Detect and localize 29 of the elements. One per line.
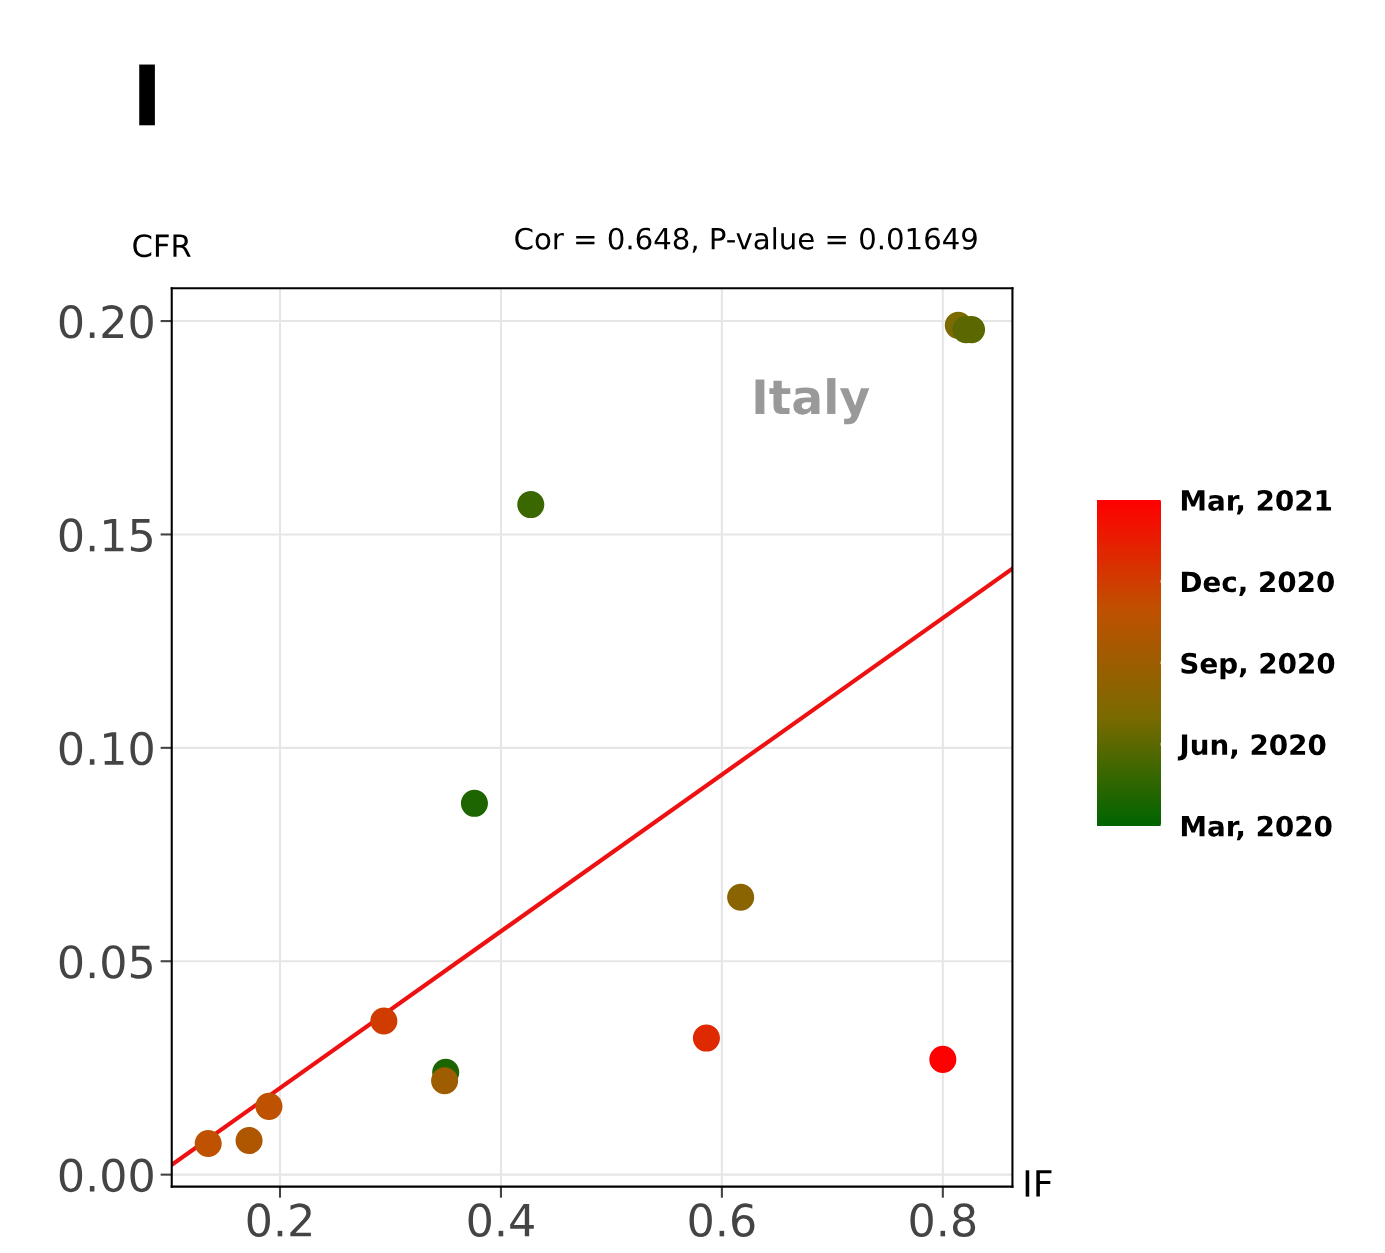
x-tick-label: 0.6	[689, 1203, 755, 1237]
point	[370, 1007, 398, 1035]
point	[460, 789, 488, 817]
point	[235, 1126, 263, 1155]
color-bar-label: Dec, 2020	[1181, 571, 1334, 596]
x-tick-label: 0.2	[247, 1203, 311, 1237]
point	[929, 1045, 957, 1073]
point	[692, 1024, 720, 1052]
text: I	[139, 64, 155, 126]
y-tick-label: 0.05	[59, 945, 152, 979]
color-bar-label: Jun, 2020	[1177, 734, 1326, 761]
y-tick-label: 0.20	[59, 304, 153, 339]
point	[517, 491, 545, 519]
y-tick-label: 0.00	[59, 1158, 153, 1193]
point	[255, 1092, 283, 1120]
point	[431, 1067, 459, 1095]
x-tick-label: 0.8	[910, 1203, 976, 1237]
y-tick-label: 0.10	[59, 731, 153, 766]
x-tick-label: 0.4	[468, 1203, 534, 1237]
chart-title: Cor = 0.648, P-value = 0.01649	[515, 227, 977, 253]
color-bar-label: Mar, 2020	[1181, 815, 1332, 841]
annotation: Italy	[755, 378, 870, 425]
y-axis-title: CFR	[133, 234, 191, 258]
color-bar-label: Sep, 2020	[1181, 652, 1335, 680]
y-tick-label: 0.15	[59, 518, 152, 552]
x-axis-title: IF	[1025, 1170, 1052, 1197]
point	[194, 1129, 222, 1158]
point	[727, 883, 755, 911]
color-bar-label: Mar, 2021	[1181, 489, 1331, 515]
